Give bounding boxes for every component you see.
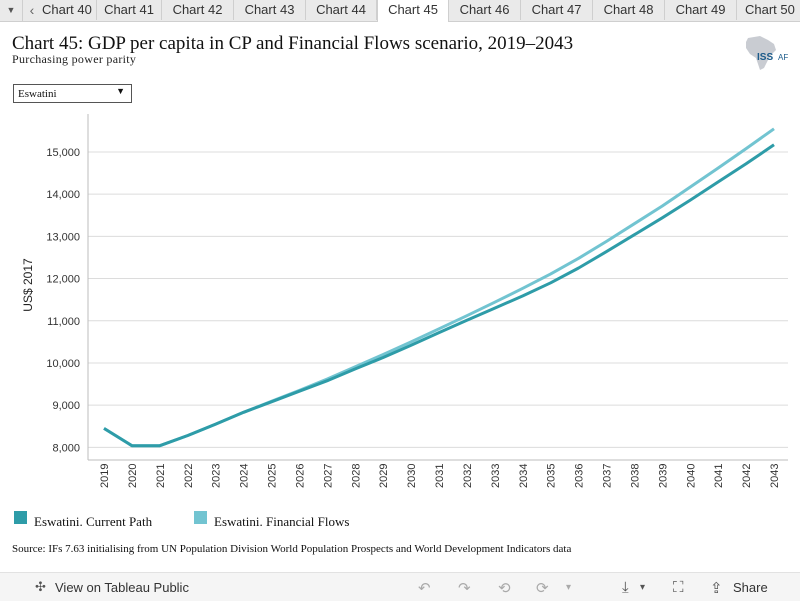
tableau-icon: ✣	[35, 579, 46, 594]
x-tick-label: 2040	[685, 464, 697, 488]
line-chart: 8,000 9,000 10,000 11,000 12,000 13,000 14,000…	[21, 114, 788, 488]
chevron-left-icon[interactable]: ‹	[29, 2, 35, 18]
x-tick-label: 2043	[769, 464, 781, 488]
x-tick-label: 2030	[406, 464, 418, 488]
x-tick-label: 2042	[741, 464, 753, 488]
x-tick-label: 2032	[462, 464, 474, 488]
undo-icon[interactable]: ↶	[418, 580, 431, 597]
y-tick-label: 12,000	[46, 274, 80, 286]
revert-icon[interactable]: ⟲	[498, 580, 511, 597]
legend-label-financial-flows: Eswatini. Financial Flows	[214, 514, 350, 529]
footer-toolbar: ✣ View on Tableau Public ↶ ↷ ⟲ ⟳ ▾ ⤓ ▾ ⛶…	[0, 572, 800, 601]
y-tick-label: 10,000	[46, 358, 80, 370]
x-tick-label: 2039	[657, 464, 669, 488]
country-select-value: Eswatini	[18, 88, 57, 100]
x-tick-label: 2038	[629, 464, 641, 488]
page-subtitle: Purchasing power parity	[12, 52, 137, 66]
tab-chart-43[interactable]: Chart 43	[234, 0, 306, 20]
x-tick-label: 2021	[155, 464, 167, 488]
x-tick-label: 2024	[239, 464, 251, 488]
x-tick-label: 2025	[267, 464, 279, 488]
fullscreen-icon[interactable]: ⛶	[673, 579, 684, 596]
download-icon[interactable]: ⤓	[622, 579, 629, 596]
view-on-tableau-link[interactable]: View on Tableau Public	[55, 580, 189, 595]
x-tick-label: 2022	[183, 464, 195, 488]
share-button[interactable]: Share	[733, 580, 768, 595]
y-tick-label: 14,000	[46, 189, 80, 201]
x-tick-label: 2028	[350, 464, 362, 488]
source-note: Source: IFs 7.63 initialising from UN Po…	[12, 543, 572, 555]
grid-layer	[88, 151, 788, 448]
tab-chart-42[interactable]: Chart 42	[162, 0, 234, 20]
tab-chart-46[interactable]: Chart 46	[449, 0, 521, 20]
tab-chart-40[interactable]: Chart 40	[42, 0, 97, 20]
x-tick-label: 2037	[602, 464, 614, 488]
y-tick-label: 8,000	[52, 442, 80, 454]
x-tick-label: 2020	[127, 464, 139, 488]
legend-label-current-path: Eswatini. Current Path	[34, 514, 153, 529]
legend-swatch-current-path	[14, 511, 27, 524]
x-tick-label: 2036	[574, 464, 586, 488]
tab-chart-41[interactable]: Chart 41	[97, 0, 162, 20]
country-select[interactable]: Eswatini ▼	[13, 84, 132, 103]
x-tick-label: 2034	[518, 464, 530, 488]
tab-chart-44[interactable]: Chart 44	[306, 0, 377, 20]
series-line-financial-flows[interactable]	[103, 127, 775, 448]
refresh-icon[interactable]: ⟳	[536, 580, 549, 597]
page-title: Chart 45: GDP per capita in CP and Finan…	[12, 33, 574, 54]
x-tick-label: 2041	[713, 464, 725, 488]
x-tick-label: 2023	[211, 464, 223, 488]
x-tick-label: 2019	[99, 464, 111, 488]
x-tick-label: 2031	[434, 464, 446, 488]
x-tick-label: 2033	[490, 464, 502, 488]
tab-bar: ▼ ‹ Chart 40 Chart 41 Chart 42 Chart 43 …	[0, 0, 800, 22]
logo-text: ISS	[757, 52, 774, 63]
x-tick-label: 2027	[322, 464, 334, 488]
axis-layer: 8,000 9,000 10,000 11,000 12,000 13,000 14,000…	[46, 114, 788, 488]
x-tick-label: 2035	[546, 464, 558, 488]
x-tick-label: 2026	[294, 464, 306, 488]
legend-swatch-financial-flows	[194, 511, 207, 524]
tab-chart-48[interactable]: Chart 48	[593, 0, 665, 20]
tab-chart-45[interactable]: Chart 45	[377, 0, 449, 22]
series-layer	[103, 127, 775, 448]
y-tick-label: 15,000	[46, 147, 80, 159]
y-tick-label: 13,000	[46, 231, 80, 243]
y-axis-label: US$ 2017	[21, 258, 35, 312]
caret-down-icon[interactable]: ▼	[0, 0, 23, 21]
chevron-down-icon[interactable]: ▾	[640, 582, 646, 593]
caret-down-icon: ▼	[116, 86, 125, 96]
y-tick-label: 11,000	[47, 316, 80, 328]
logo-sub-text: AF	[778, 53, 789, 62]
y-tick-label: 9,000	[52, 400, 80, 412]
chevron-down-icon[interactable]: ▾	[566, 582, 572, 593]
tab-chart-50[interactable]: Chart 50	[745, 2, 795, 17]
share-icon[interactable]: ⇪	[710, 580, 723, 597]
tab-chart-49[interactable]: Chart 49	[665, 0, 737, 20]
x-tick-label: 2029	[378, 464, 390, 488]
africa-map-logo-icon	[746, 36, 776, 70]
series-line-current-path[interactable]	[103, 143, 775, 448]
redo-icon[interactable]: ↷	[458, 580, 471, 597]
tab-chart-47[interactable]: Chart 47	[521, 0, 593, 20]
